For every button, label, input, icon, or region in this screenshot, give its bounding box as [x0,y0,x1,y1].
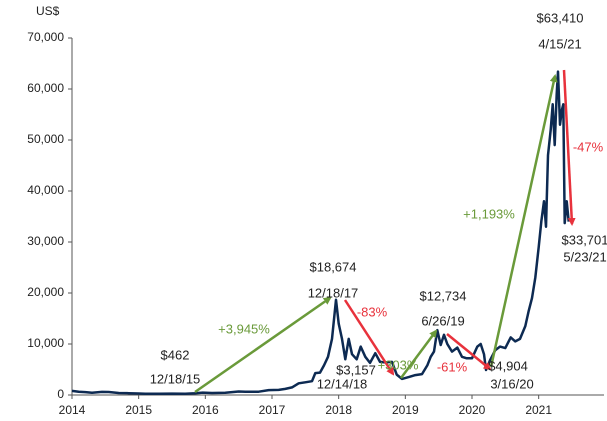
change-arrow [489,74,558,368]
x-tick-label: 2014 [59,403,86,417]
y-tick-label: 0 [57,387,64,401]
change-label: +303% [378,357,419,372]
date-label: 5/23/21 [563,249,606,264]
price-label: $4,904 [488,358,528,373]
change-arrow [194,296,332,394]
change-label: -61% [437,359,468,374]
price-label: $33,701 [562,232,607,247]
change-label: -83% [357,304,388,319]
price-label: $18,674 [310,259,357,274]
price-label: $63,410 [537,10,584,25]
date-label: 4/15/21 [538,36,581,51]
change-arrow [343,299,395,376]
x-tick-label: 2020 [459,403,486,417]
x-tick-label: 2016 [192,403,219,417]
date-label: 12/18/17 [308,285,359,300]
price-line [71,70,570,396]
change-label: -47% [573,139,604,154]
price-label: $3,157 [336,362,376,377]
x-tick-label: 2015 [125,403,152,417]
x-tick-label: 2021 [525,403,552,417]
change-arrow [562,69,576,226]
y-tick-label: 10,000 [27,336,64,350]
change-label: +3,945% [218,321,270,336]
y-tick-label: 50,000 [27,132,64,146]
x-tick-label: 2018 [325,403,352,417]
y-tick-label: 30,000 [27,234,64,248]
date-label: 12/18/15 [150,371,201,386]
date-label: 3/16/20 [490,376,533,391]
y-tick-label: 60,000 [27,81,64,95]
y-tick-label: 20,000 [27,285,64,299]
change-arrow [399,329,438,379]
change-label: +1,193% [463,206,515,221]
x-tick-label: 2017 [259,403,286,417]
y-axis-label: US$ [36,4,60,18]
y-tick-label: 70,000 [27,30,64,44]
x-tick-label: 2019 [392,403,419,417]
date-label: 6/26/19 [421,313,464,328]
price-label: $462 [161,347,190,362]
y-tick-label: 40,000 [27,183,64,197]
date-label: 12/14/18 [317,376,368,391]
change-arrow [446,333,492,371]
price-label: $12,734 [420,288,467,303]
